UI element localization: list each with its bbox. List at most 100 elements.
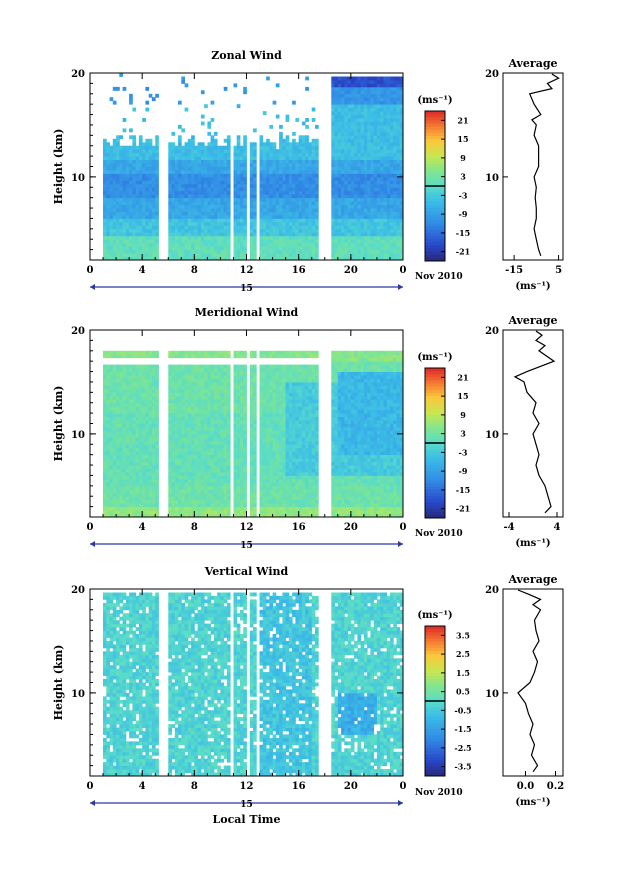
heatmap-cell	[145, 465, 150, 469]
heatmap-cell	[386, 173, 391, 178]
heatmap-cell	[386, 235, 391, 240]
heatmap-cell	[223, 152, 228, 157]
heatmap-cell	[168, 423, 172, 428]
heatmap-cell	[184, 152, 189, 157]
heatmap-cell	[350, 228, 355, 233]
heatmap-cell	[174, 451, 179, 456]
heatmap-cell	[204, 145, 208, 150]
heatmap-cell	[259, 197, 264, 202]
heatmap-cell	[151, 208, 156, 212]
heatmap-cell	[119, 409, 123, 414]
heatmap-cell	[106, 454, 110, 459]
heatmap-cell	[194, 482, 198, 487]
heatmap-cell	[380, 145, 384, 150]
heatmap-cell	[112, 385, 117, 390]
heatmap-cell	[207, 413, 212, 417]
heatmap-cell	[138, 256, 143, 261]
heatmap-cell	[217, 194, 221, 199]
heatmap-cell	[240, 249, 244, 254]
heatmap-cell	[109, 368, 114, 372]
heatmap-cell	[288, 145, 293, 150]
heatmap-cell	[187, 190, 192, 195]
heatmap-cell	[116, 395, 120, 400]
heatmap-cell	[194, 433, 198, 438]
heatmap-cell	[393, 183, 397, 188]
heatmap-cell	[178, 423, 182, 428]
heatmap-cell	[370, 180, 375, 185]
heatmap-cell	[350, 97, 355, 102]
heatmap-cell	[259, 228, 264, 233]
heatmap-cell	[200, 478, 205, 483]
heatmap-cell	[135, 197, 140, 202]
heatmap-cell	[210, 433, 215, 438]
heatmap-cell	[288, 225, 293, 230]
heatmap-cell	[125, 176, 130, 181]
heatmap-cell	[168, 163, 172, 167]
heatmap-cell	[373, 152, 378, 157]
heatmap-cell	[373, 83, 378, 88]
heatmap-cell	[305, 170, 309, 174]
heatmap-cell	[138, 135, 143, 140]
heatmap-cell	[337, 131, 342, 136]
heatmap-cell	[295, 180, 300, 185]
heatmap-cell	[138, 482, 143, 487]
heatmap-cell	[220, 194, 225, 199]
heatmap-cell	[315, 221, 319, 226]
heatmap-cell	[279, 204, 283, 209]
heatmap-cell	[151, 97, 156, 102]
heatmap-cell	[151, 232, 156, 237]
heatmap-cell	[132, 447, 137, 452]
heatmap-cell	[112, 368, 117, 372]
heatmap-cell	[207, 447, 212, 452]
heatmap-cell	[125, 204, 130, 209]
heatmap-cell	[178, 246, 182, 250]
heatmap-cell	[305, 228, 309, 233]
heatmap-cell	[350, 187, 355, 192]
heatmap-cell	[151, 451, 156, 456]
heatmap-cell	[103, 478, 107, 483]
heatmap-cell	[197, 413, 202, 417]
heatmap-cell	[181, 402, 185, 407]
heatmap-cell	[103, 176, 107, 181]
heatmap-cell	[155, 135, 159, 140]
heatmap-cell	[279, 228, 283, 233]
heatmap-cell	[109, 440, 114, 445]
heatmap-cell	[341, 149, 345, 154]
heatmap-cell	[305, 145, 309, 150]
heatmap-cell	[259, 183, 264, 188]
heatmap-cell	[187, 228, 192, 233]
heatmap-cell	[116, 381, 120, 386]
colorbar-segment	[425, 142, 445, 146]
heatmap-cell	[337, 215, 342, 219]
heatmap-cell	[295, 156, 300, 160]
heatmap-cell	[249, 239, 254, 244]
heatmap-cell	[217, 204, 221, 209]
heatmap-cell	[226, 176, 231, 181]
heatmap-cell	[187, 221, 192, 226]
heatmap-cell	[344, 194, 348, 199]
heatmap-cell	[119, 402, 123, 407]
heatmap-cell	[178, 100, 182, 105]
heatmap-cell	[331, 149, 335, 154]
heatmap-cell	[226, 215, 231, 219]
heatmap-cell	[266, 208, 270, 212]
heatmap-cell	[204, 378, 208, 383]
heatmap-cell	[148, 485, 153, 490]
heatmap-cell	[207, 468, 212, 473]
heatmap-cell	[376, 235, 381, 240]
heatmap-cell	[347, 114, 352, 119]
heatmap-cell	[116, 235, 120, 240]
heatmap-cell	[213, 350, 218, 355]
heatmap-cell	[347, 145, 352, 150]
heatmap-cell	[178, 235, 182, 240]
heatmap-cell	[138, 378, 143, 383]
heatmap-cell	[354, 83, 358, 88]
heatmap-cell	[122, 420, 127, 424]
heatmap-cell	[135, 427, 140, 431]
heatmap-cell	[155, 413, 159, 417]
heatmap-cell	[396, 249, 401, 254]
heatmap-cell	[337, 149, 342, 154]
heatmap-cell	[399, 256, 404, 261]
heatmap-cell	[194, 406, 198, 411]
heatmap-cell	[194, 447, 198, 452]
